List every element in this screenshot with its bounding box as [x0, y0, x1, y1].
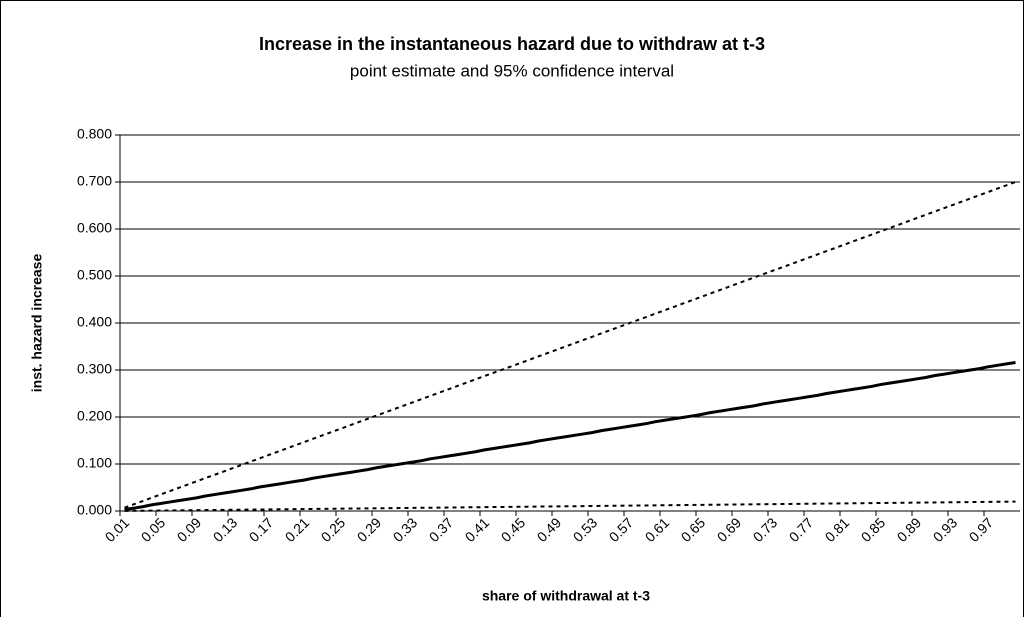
y-axis-label: inst. hazard increase: [29, 254, 45, 393]
chart-title: Increase in the instantaneous hazard due…: [259, 34, 765, 54]
series-line: [124, 181, 1016, 509]
y-tick-label: 0.600: [77, 220, 112, 236]
y-tick-label: 0.800: [77, 126, 112, 142]
y-tick-label: 0.100: [77, 455, 112, 471]
y-tick-label: 0.500: [77, 267, 112, 283]
x-axis-label: share of withdrawal at t-3: [482, 588, 650, 604]
chart-subtitle: point estimate and 95% confidence interv…: [350, 61, 674, 80]
y-tick-label: 0.700: [77, 173, 112, 189]
series-line: [124, 360, 1016, 512]
y-tick-label: 0.400: [77, 314, 112, 330]
y-tick-label: 0.200: [77, 408, 112, 424]
y-tick-label: 0.300: [77, 361, 112, 377]
y-tick-label: 0.000: [77, 502, 112, 518]
